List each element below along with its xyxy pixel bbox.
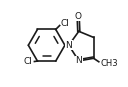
Text: CH3: CH3	[101, 59, 118, 68]
Text: O: O	[75, 12, 82, 21]
Text: Cl: Cl	[23, 57, 32, 66]
Text: Cl: Cl	[61, 19, 70, 28]
Text: N: N	[65, 41, 72, 50]
Text: N: N	[75, 56, 82, 65]
